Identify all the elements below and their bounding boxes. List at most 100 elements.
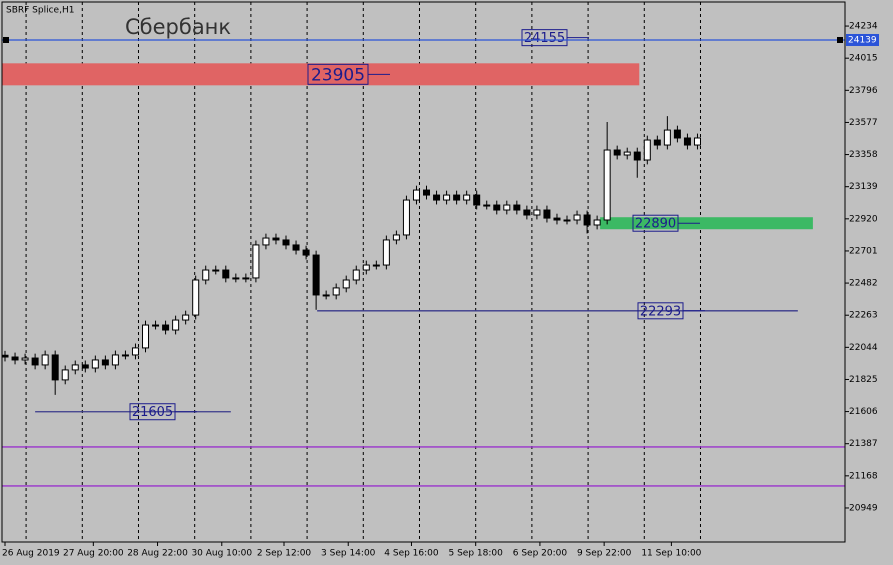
price-tag: 24139 bbox=[848, 35, 877, 45]
candle-body bbox=[202, 269, 210, 281]
level-label-box bbox=[129, 403, 176, 421]
candle-body bbox=[182, 314, 190, 321]
candle-body bbox=[623, 151, 631, 156]
candle-body bbox=[101, 359, 109, 366]
chart-title: Сбербанк bbox=[125, 15, 231, 39]
candle-body bbox=[111, 354, 119, 366]
candle-body bbox=[663, 129, 671, 146]
plot: 24155 23905 22890 22293 21605 bbox=[1, 2, 845, 542]
candle-body bbox=[172, 319, 180, 331]
candle-body bbox=[583, 214, 591, 226]
candle-body bbox=[463, 194, 471, 201]
x-tick-label: 11 Sep 10:00 bbox=[641, 549, 701, 559]
level-label: 24155 bbox=[524, 31, 565, 46]
candle-body bbox=[71, 364, 79, 371]
candle-body bbox=[332, 287, 340, 296]
x-tick-label: 9 Sep 22:00 bbox=[577, 549, 632, 559]
candle-body bbox=[302, 249, 310, 256]
y-tick-label: 21387 bbox=[849, 439, 878, 449]
candle-body bbox=[342, 279, 350, 289]
candle-body bbox=[292, 244, 300, 251]
candle-body bbox=[372, 264, 380, 267]
level-label-box bbox=[632, 214, 679, 232]
level-label-box bbox=[307, 63, 369, 85]
candle-body bbox=[683, 137, 691, 146]
y-tick-label: 23139 bbox=[849, 182, 878, 192]
line-handle bbox=[837, 36, 843, 43]
candle-body bbox=[31, 357, 39, 366]
candle-body bbox=[1, 354, 9, 358]
y-tick-label: 21825 bbox=[849, 375, 878, 385]
candle-body bbox=[392, 234, 400, 241]
candle-body bbox=[433, 194, 441, 201]
candle-body bbox=[543, 209, 551, 219]
level-label: 21605 bbox=[132, 405, 173, 420]
candle-body bbox=[192, 279, 200, 316]
candle-body bbox=[423, 189, 431, 196]
candle-body bbox=[212, 269, 220, 272]
candle-body bbox=[232, 277, 240, 280]
candle-body bbox=[603, 149, 611, 221]
candle-body bbox=[613, 149, 621, 156]
candle-body bbox=[242, 277, 250, 280]
y-tick-label: 24015 bbox=[849, 54, 878, 64]
level-label-box bbox=[637, 302, 684, 320]
candle-body bbox=[121, 354, 129, 357]
candle-body bbox=[443, 194, 451, 201]
candle-body bbox=[142, 324, 150, 349]
level-zone bbox=[2, 63, 640, 86]
x-tick-label: 6 Sep 20:00 bbox=[513, 549, 568, 559]
y-tick-label: 21606 bbox=[849, 407, 878, 417]
candle-body bbox=[162, 324, 170, 331]
candle-body bbox=[693, 137, 701, 146]
x-tick-label: 3 Sep 14:00 bbox=[321, 549, 376, 559]
y-tick-label: 21168 bbox=[849, 471, 878, 481]
candle-body bbox=[152, 324, 160, 327]
candle-body bbox=[483, 204, 491, 207]
x-tick-label: 28 Aug 22:00 bbox=[127, 549, 188, 559]
candle-body bbox=[402, 199, 410, 236]
symbol: SBRF Splice,H1 bbox=[6, 6, 74, 16]
candle-body bbox=[91, 359, 99, 369]
x-tick-label: 30 Aug 10:00 bbox=[191, 549, 252, 559]
level-zone bbox=[600, 217, 813, 230]
candle-body bbox=[553, 217, 561, 221]
candle-body bbox=[21, 357, 29, 361]
candle-body bbox=[573, 214, 581, 221]
y-tick-label: 23577 bbox=[849, 118, 878, 128]
level-label: 22890 bbox=[635, 217, 676, 232]
y-tick-label: 23358 bbox=[849, 150, 878, 160]
candle-body bbox=[61, 369, 69, 381]
candle-body bbox=[633, 151, 641, 161]
candle-body bbox=[593, 219, 601, 226]
candle-body bbox=[51, 354, 59, 381]
candle-body bbox=[653, 139, 661, 146]
candle-body bbox=[322, 294, 330, 297]
candle-body bbox=[252, 244, 260, 279]
candle-body bbox=[533, 209, 541, 216]
price-tag-bg bbox=[846, 33, 879, 46]
candle-body bbox=[513, 204, 521, 211]
candle-body bbox=[473, 194, 481, 206]
x-tick-label: 4 Sep 16:00 bbox=[384, 549, 439, 559]
candle-body bbox=[352, 269, 360, 281]
y-tick-label: 22263 bbox=[849, 311, 878, 321]
line-handle bbox=[3, 36, 9, 43]
y-tick-label: 22920 bbox=[849, 214, 878, 224]
candle-body bbox=[412, 189, 420, 201]
candle-body bbox=[131, 347, 139, 356]
candle-body bbox=[382, 239, 390, 266]
level-label-box bbox=[521, 29, 568, 47]
x-tick-label: 26 Aug 2019 bbox=[2, 549, 60, 559]
y-tick-label: 24234 bbox=[849, 22, 878, 32]
candle-body bbox=[272, 237, 280, 241]
x-tick-label: 27 Aug 20:00 bbox=[63, 549, 124, 559]
candle-body bbox=[523, 209, 531, 216]
candle-body bbox=[282, 239, 290, 246]
candle-body bbox=[643, 139, 651, 161]
candle-body bbox=[81, 364, 89, 369]
frame bbox=[1, 1, 846, 543]
x-tick-label: 2 Sep 12:00 bbox=[257, 549, 312, 559]
